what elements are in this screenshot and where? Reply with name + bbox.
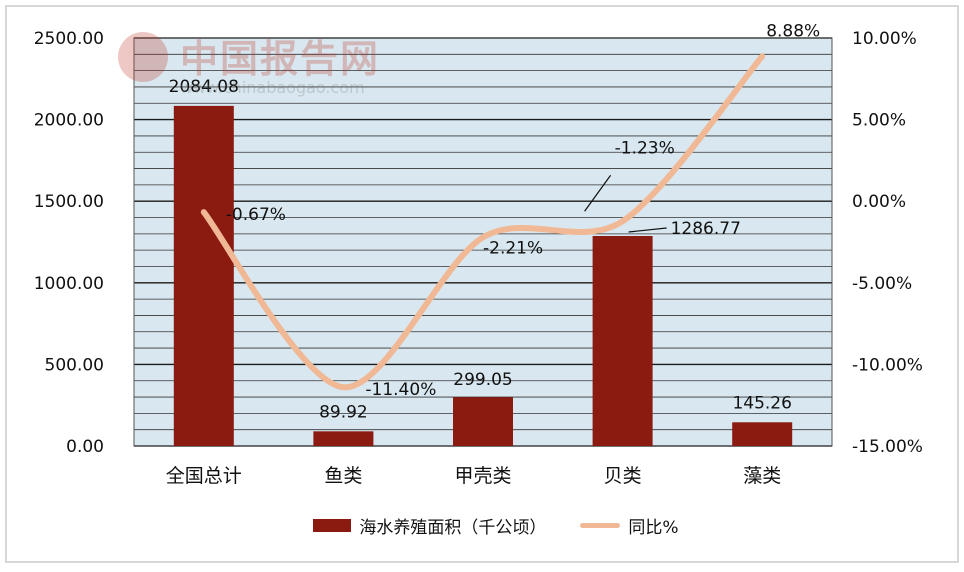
y-left-tick-label: 0.00 [66,437,104,457]
y-right-tick-label: 0.00% [852,192,906,212]
bar-label-leader [628,227,667,233]
bar [173,105,234,446]
bar-data-label: 1286.77 [671,219,741,239]
legend-swatch-bar [313,518,352,532]
y-left-tick-label: 2500.00 [34,29,104,49]
legend-label-bars: 海水养殖面积（千公顷） [359,517,547,538]
legend-swatch-line [580,522,621,528]
line-label-leader [584,174,612,212]
legend: 海水养殖面积（千公顷） 同比% [236,508,756,542]
x-tick-label: 甲壳类 [454,465,511,487]
y-left-tick-label: 1000.00 [34,274,104,294]
bar [453,397,513,446]
plot-area [134,38,832,446]
y-right-tick-label: 5.00% [852,111,906,131]
x-tick-label: 藻类 [743,465,781,487]
bar [313,431,374,446]
line-data-label: -1.23% [615,138,675,158]
y-right-tick-label: -5.00% [852,274,912,294]
y-left-tick-label: 1500.00 [34,192,104,212]
legend-item-bars: 海水养殖面积（千公顷） [313,513,546,538]
bar-data-label: 299.05 [453,370,512,390]
y-right-tick-label: -15.00% [852,437,923,457]
y-left-tick-label: 500.00 [45,355,104,375]
line-data-label: -0.67% [226,205,286,225]
bar [592,235,653,446]
bar-data-label: 89.92 [319,402,368,422]
line-data-label: -11.40% [365,380,436,400]
x-tick-label: 贝类 [604,465,642,487]
x-tick-label: 全国总计 [166,465,242,487]
series-line [200,53,766,391]
bar-data-label: 2084.08 [169,77,239,97]
y-right-tick-label: 10.00% [852,29,917,49]
line-data-label: 8.88% [766,21,820,41]
legend-item-line: 同比% [580,513,679,538]
x-tick-label: 鱼类 [324,465,362,487]
line-data-label: -2.21% [483,238,543,258]
bar [732,422,793,446]
legend-label-line: 同比% [628,517,679,538]
y-right-tick-label: -10.00% [852,355,923,375]
bar-data-label: 145.26 [732,393,791,413]
y-left-tick-label: 2000.00 [34,111,104,131]
